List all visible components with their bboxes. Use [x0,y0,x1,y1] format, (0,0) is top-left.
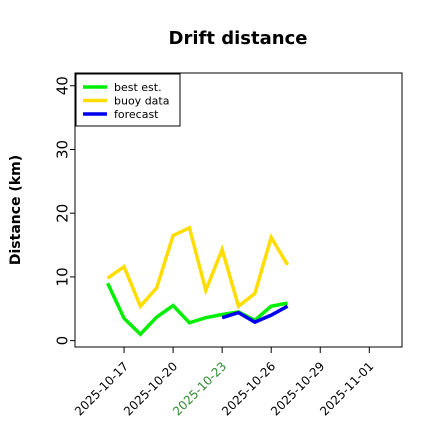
y-tick-label: 30 [53,140,71,159]
legend-label: forecast [114,108,159,121]
y-axis: 0 10 20 30 40 [53,76,75,345]
legend-label: best est. [114,81,162,94]
series-line-forecast [221,304,289,325]
y-tick-label: 40 [53,76,71,95]
legend-label: buoy data [114,95,169,108]
y-axis-label: Distance (km) [8,155,24,265]
series-line-buoy-data [106,225,290,310]
y-tick-label: 0 [53,336,71,346]
plot-frame [74,72,403,348]
y-tick-label: 10 [53,267,71,286]
series-line-best-est- [106,282,288,337]
x-axis: 2025-10-172025-10-202025-10-232025-10-26… [72,347,376,418]
chart-title: Drift distance [169,28,308,49]
series-layer [106,225,290,337]
y-tick-label: 20 [53,204,71,223]
